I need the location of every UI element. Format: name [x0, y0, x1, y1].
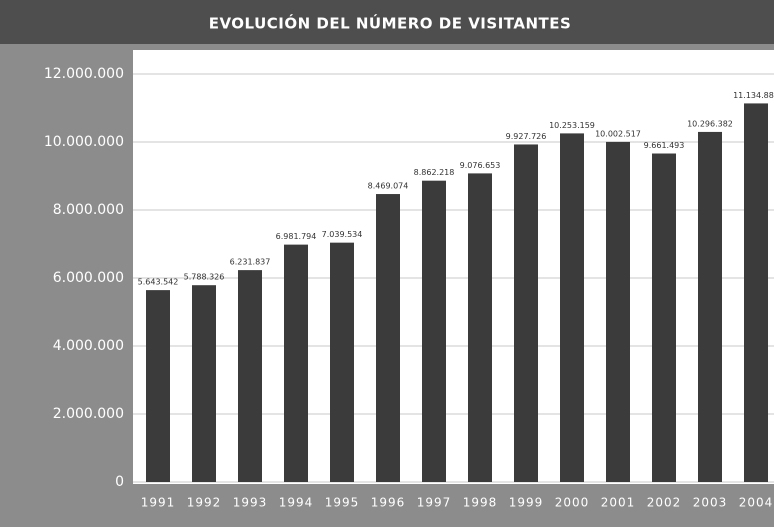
bar [560, 133, 584, 483]
x-tick-label: 1998 [463, 496, 498, 510]
x-tick-label: 2000 [555, 496, 590, 510]
x-tick-label: 2002 [647, 496, 682, 510]
data-label: 7.039.534 [322, 230, 363, 239]
x-tick-label: 1999 [509, 496, 544, 510]
bar [192, 285, 216, 482]
x-tick-label: 1991 [141, 496, 176, 510]
bar [468, 173, 492, 482]
x-tick-label: 1993 [233, 496, 268, 510]
y-tick-label: 4.000.000 [53, 338, 124, 354]
x-tick-label: 1994 [279, 496, 314, 510]
data-label: 9.661.493 [644, 141, 685, 150]
data-label: 9.076.653 [460, 161, 501, 170]
data-label: 10.296.382 [687, 119, 733, 128]
y-tick-label: 10.000.000 [44, 134, 124, 150]
y-tick-label: 0 [115, 474, 124, 490]
bar [238, 270, 262, 482]
bar [422, 180, 446, 483]
data-label: 10.002.517 [595, 129, 641, 138]
chart-title: EVOLUCIÓN DEL NÚMERO DE VISITANTES [209, 14, 572, 33]
y-tick-label: 8.000.000 [53, 202, 124, 218]
data-label: 10.253.159 [549, 121, 595, 130]
data-label: 9.927.726 [506, 132, 547, 141]
title-bar [0, 0, 774, 44]
bar [146, 290, 170, 482]
x-tick-label: 1995 [325, 496, 360, 510]
x-tick-label: 2001 [601, 496, 636, 510]
plot-area [133, 50, 774, 484]
bar [514, 144, 538, 482]
data-label: 11.134.885 [733, 91, 774, 100]
data-label: 8.469.074 [368, 182, 409, 191]
x-tick-label: 1996 [371, 496, 406, 510]
x-tick-label: 2004 [739, 496, 774, 510]
data-label: 6.981.794 [276, 232, 317, 241]
data-label: 8.862.218 [414, 168, 455, 177]
x-tick-label: 1992 [187, 496, 222, 510]
bar [606, 141, 630, 482]
bar [376, 194, 400, 482]
bar [744, 103, 768, 482]
bar [652, 153, 676, 483]
data-label: 5.643.542 [138, 278, 179, 287]
y-tick-label: 6.000.000 [53, 270, 124, 286]
bar [284, 244, 308, 482]
x-tick-label: 2003 [693, 496, 728, 510]
y-tick-label: 12.000.000 [44, 66, 124, 82]
bar [330, 242, 354, 482]
data-label: 6.231.837 [230, 258, 271, 267]
y-tick-label: 2.000.000 [53, 406, 124, 422]
bar [698, 131, 722, 482]
x-tick-label: 1997 [417, 496, 452, 510]
data-label: 5.788.326 [184, 273, 225, 282]
